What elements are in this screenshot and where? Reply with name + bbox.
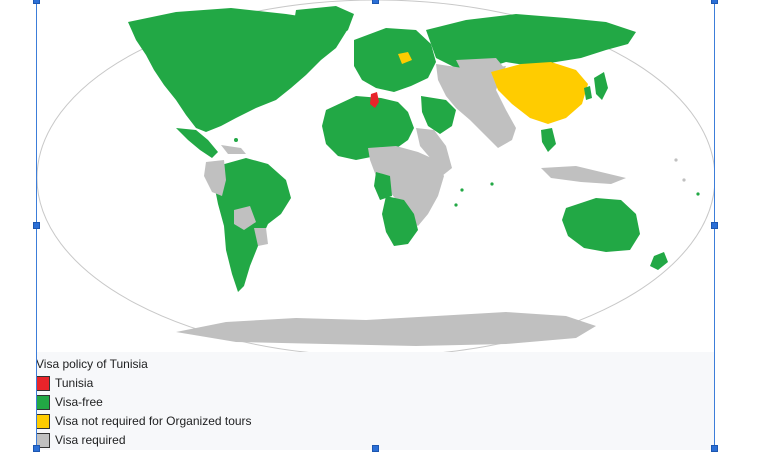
region-middle-east [421, 96, 456, 134]
region-antarctica [176, 312, 596, 346]
legend-swatch-tunisia [36, 375, 50, 391]
legend-item-visa-required: Visa required [36, 431, 126, 449]
legend-swatch-visa-free [36, 394, 50, 410]
region-japan [594, 72, 608, 100]
island-dot [674, 158, 678, 162]
region-greenland [294, 6, 354, 46]
region-tunisia [370, 92, 379, 108]
legend-label-visa-free: Visa-free [55, 395, 103, 409]
legend-label-tunisia: Tunisia [55, 376, 94, 390]
region-europe [354, 28, 436, 92]
region-north-america [128, 8, 346, 132]
island-dot [490, 182, 494, 186]
resize-handle-top-middle[interactable] [372, 0, 379, 4]
island-dot [682, 178, 686, 182]
region-australia [562, 198, 640, 252]
resize-handle-top-left[interactable] [33, 0, 40, 4]
island-dot [454, 203, 458, 207]
legend-item-tunisia: Tunisia [36, 374, 93, 392]
region-south-america-visa-required [204, 160, 226, 196]
resize-handle-middle-right[interactable] [711, 222, 718, 229]
caption-title: Visa policy of Tunisia [36, 357, 148, 371]
region-africa-east [416, 128, 452, 176]
region-africa-north [322, 96, 414, 160]
legend-item-visa-free: Visa-free [36, 393, 103, 411]
region-bolivia [234, 206, 256, 230]
island-dot [460, 188, 464, 192]
legend-swatch-organized-tours [36, 413, 50, 429]
world-map [36, 0, 715, 352]
caption-panel [36, 352, 715, 450]
island-dot [234, 138, 238, 142]
region-namibia [374, 172, 392, 200]
region-southeast-asia [541, 128, 556, 152]
resize-handle-bottom-right[interactable] [711, 445, 718, 452]
region-china [491, 62, 588, 124]
region-southern-africa [382, 196, 418, 246]
legend-label-organized-tours: Visa not required for Organized tours [55, 414, 252, 428]
region-russia [426, 14, 636, 70]
region-caribbean [221, 145, 246, 154]
region-indonesia [541, 166, 626, 184]
legend-item-organized-tours: Visa not required for Organized tours [36, 412, 252, 430]
region-new-zealand [650, 252, 668, 270]
region-paraguay [254, 228, 268, 246]
region-africa-central [368, 146, 444, 226]
region-asia-visa-required [436, 64, 516, 148]
resize-handle-bottom-middle[interactable] [372, 445, 379, 452]
region-central-america [176, 128, 218, 158]
resize-handle-middle-left[interactable] [33, 222, 40, 229]
region-korea [584, 86, 592, 100]
region-ukraine [398, 52, 412, 64]
legend-label-visa-required: Visa required [55, 433, 126, 447]
resize-handle-top-right[interactable] [711, 0, 718, 4]
island-dot [696, 192, 700, 196]
resize-handle-bottom-left[interactable] [33, 445, 40, 452]
region-south-america-visa-free [214, 158, 291, 292]
